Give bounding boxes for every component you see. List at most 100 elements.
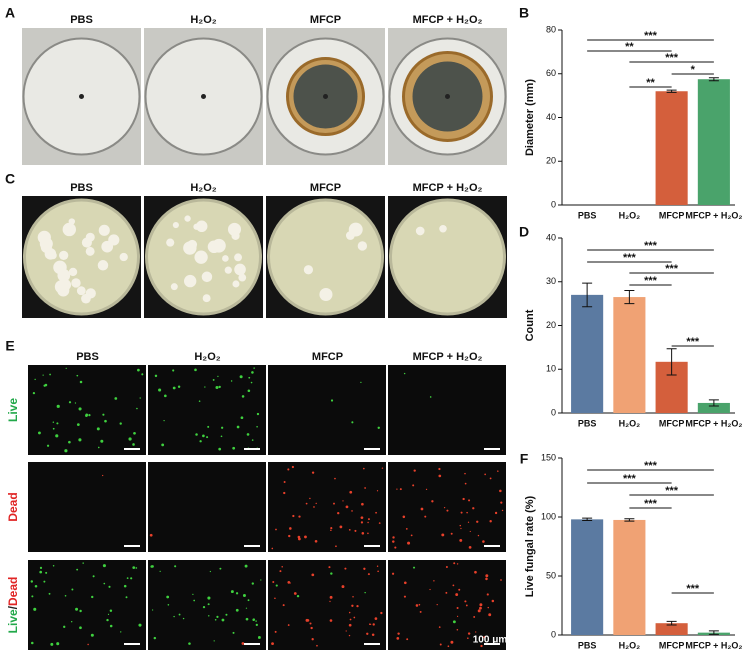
live-cell [403,372,406,375]
dead-cell [410,534,413,537]
live-cell [240,416,244,420]
row-label-part: Dead [6,577,20,606]
significance-label: *** [644,30,658,42]
live-cell [213,640,215,642]
dead-cell [413,469,416,472]
live-cell [219,567,222,570]
live-cell [198,400,201,402]
dead-cell [334,477,336,480]
live-cell [252,618,256,622]
live-cell [50,642,54,646]
y-axis-title: Live fungal rate (%) [524,495,536,597]
colony [231,231,240,240]
dead-cell [473,616,476,618]
live-cell [109,609,113,612]
column-label: PBS [70,14,93,26]
colony [71,278,81,288]
scale-bar-label: 100 μm [473,635,508,646]
y-tick-label: 0 [551,407,556,417]
live-cell [159,570,161,573]
dead-cell [456,615,459,617]
live-cell [136,407,138,410]
dead-cell [291,465,295,469]
dead-cell [475,631,477,633]
live-cell [102,564,106,568]
live-cell [56,422,59,425]
live-cell [82,562,84,564]
dead-cell [491,599,495,603]
bar [655,623,688,635]
error-bar [708,399,719,407]
dead-cell [396,637,400,640]
dead-cell [465,604,468,607]
dead-cell [424,515,427,518]
colony [303,265,314,275]
colony [234,263,246,276]
live-cell [209,570,211,573]
dead-cell [102,474,104,477]
significance-label: *** [644,240,658,252]
photo [148,560,266,650]
colony [193,223,200,230]
dead-cell [378,522,381,524]
dead-cell [364,487,366,489]
x-tick-label: PBS [578,640,597,650]
colony [119,252,128,262]
panel-letter: C [5,171,15,187]
dead-cell [281,565,283,568]
dead-cell [274,630,277,633]
live-cell [154,374,158,378]
dead-cell [360,516,364,520]
error-bar [708,77,719,82]
dead-cell [305,502,308,505]
live-cell [63,625,66,628]
dead-cell [371,633,375,637]
error-bar [582,517,593,522]
dead-cell [467,632,471,635]
dead-cell [274,597,276,600]
significance-label: *** [665,52,679,64]
error-bar [582,282,593,308]
dead-cell [367,573,370,576]
dead-cell [482,540,485,543]
dead-cell [485,577,488,581]
live-cell [230,590,234,594]
dead-cell [450,640,454,644]
column-label: MFCP [310,182,341,194]
significance-label: *** [686,336,700,348]
live-cell [192,593,194,596]
live-cell [194,368,197,372]
live-cell [46,444,50,447]
colony [415,226,425,236]
dead-cell [367,521,369,524]
live-cell [119,422,122,425]
dead-cell [313,506,315,508]
photo [28,365,146,455]
dead-cell [399,488,402,491]
live-cell [220,435,223,438]
x-tick-label: PBS [578,418,597,428]
dead-cell [315,502,317,505]
x-tick-label: H₂O₂ [619,210,641,220]
colony [183,241,197,255]
dead-cell [445,591,448,594]
dead-cell [316,644,318,647]
x-tick-label: MFCP + H₂O₂ [685,640,742,650]
dead-cell [459,538,463,542]
dead-cell [485,574,489,578]
live-cell [52,421,55,423]
dead-cell [487,606,489,609]
dead-cell [453,562,456,565]
dead-cell [288,534,291,538]
live-cell [173,615,175,618]
dead-cell [304,535,307,539]
dead-cell [452,584,455,587]
live-cell [79,380,83,384]
live-cell [32,391,36,395]
dead-cell [468,499,471,502]
row-label: Dead [6,492,20,521]
dead-cell [341,585,345,589]
dead-cell [328,566,331,569]
live-cell [76,374,79,377]
live-cell [39,566,43,570]
